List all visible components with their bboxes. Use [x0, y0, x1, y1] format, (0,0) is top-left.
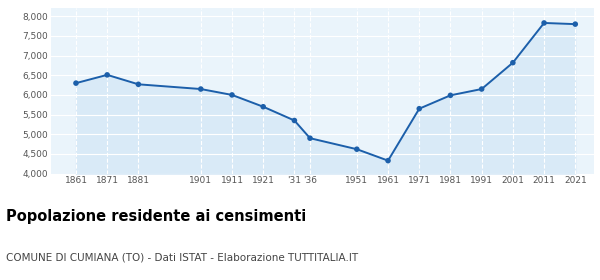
- Point: [571, 22, 580, 26]
- Text: COMUNE DI CUMIANA (TO) - Dati ISTAT - Elaborazione TUTTITALIA.IT: COMUNE DI CUMIANA (TO) - Dati ISTAT - El…: [6, 252, 358, 262]
- Text: Popolazione residente ai censimenti: Popolazione residente ai censimenti: [6, 209, 306, 224]
- Point: [305, 136, 315, 141]
- Point: [352, 147, 362, 151]
- Point: [259, 104, 268, 109]
- Point: [103, 73, 112, 77]
- Point: [71, 81, 81, 85]
- Point: [196, 87, 206, 91]
- Point: [227, 93, 237, 97]
- Point: [508, 60, 518, 65]
- Point: [415, 106, 424, 111]
- Point: [446, 93, 455, 97]
- Point: [290, 118, 299, 123]
- Point: [383, 158, 393, 163]
- Point: [477, 87, 487, 91]
- Point: [134, 82, 143, 87]
- Point: [539, 21, 549, 25]
